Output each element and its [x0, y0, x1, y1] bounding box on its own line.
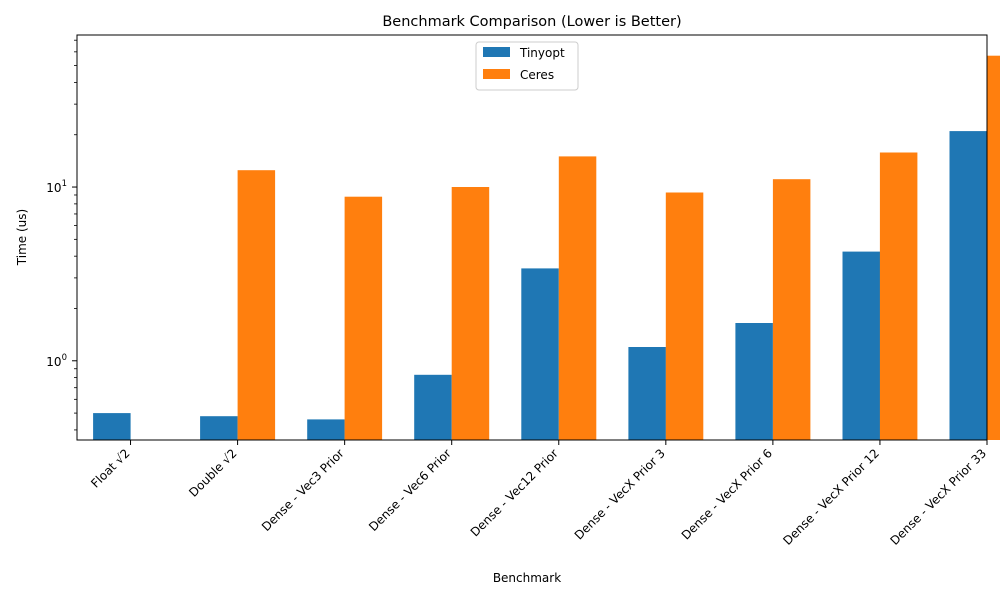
x-tick-label: Dense - VecX Prior 12: [780, 446, 882, 548]
x-tick-label: Float √2: [88, 446, 132, 490]
x-tick-label: Double √2: [186, 446, 239, 499]
bar-tinyopt-3: [414, 374, 452, 440]
bar-tinyopt-2: [307, 419, 345, 440]
x-tick-label: Dense - VecX Prior 3: [572, 446, 668, 542]
x-axis-ticks: Float √2 Double √2 Dense - Vec3 Prior Dense…: [88, 440, 989, 548]
x-tick-label: Dense - Vec6 Prior: [366, 446, 454, 534]
bar-ceres-5: [665, 192, 704, 440]
x-axis-label: Benchmark: [493, 571, 561, 585]
y-tick-label: 100: [46, 353, 67, 369]
bar-tinyopt-8: [949, 131, 987, 440]
x-tick-label: Dense - VecX Prior 33: [887, 446, 989, 548]
bar-ceres-4: [558, 156, 597, 440]
y-axis-label: Time (us): [15, 209, 29, 266]
bar-tinyopt-6: [735, 323, 773, 440]
bar-tinyopt-4: [521, 268, 559, 440]
bar-tinyopt-0: [93, 413, 131, 440]
legend-label-ceres: Ceres: [520, 68, 554, 82]
bar-ceres-7: [879, 152, 918, 440]
x-tick-label: Dense - Vec12 Prior: [468, 446, 561, 539]
y-tick-label: 101: [46, 179, 67, 195]
bar-ceres-6: [772, 179, 811, 440]
legend-swatch-ceres: [483, 69, 510, 79]
bar-ceres-2: [344, 196, 383, 440]
plot-frame: [76, 34, 988, 441]
bar-ceres-1: [237, 170, 276, 440]
chart-title: Benchmark Comparison (Lower is Better): [382, 14, 681, 30]
y-axis-ticks: 100 101: [46, 39, 77, 431]
bar-ceres-3: [451, 187, 490, 440]
bar-tinyopt-1: [200, 416, 238, 440]
bar-tinyopt-5: [628, 347, 666, 440]
legend: Tinyopt Ceres: [475, 41, 579, 91]
legend-label-tinyopt: Tinyopt: [519, 46, 565, 60]
bars-layer: [93, 55, 1000, 440]
x-tick-label: Dense - Vec3 Prior: [259, 446, 347, 534]
bar-tinyopt-7: [842, 251, 880, 440]
bar-ceres-8: [987, 55, 1000, 440]
x-tick-label: Dense - VecX Prior 6: [679, 446, 775, 542]
legend-swatch-tinyopt: [483, 47, 510, 57]
